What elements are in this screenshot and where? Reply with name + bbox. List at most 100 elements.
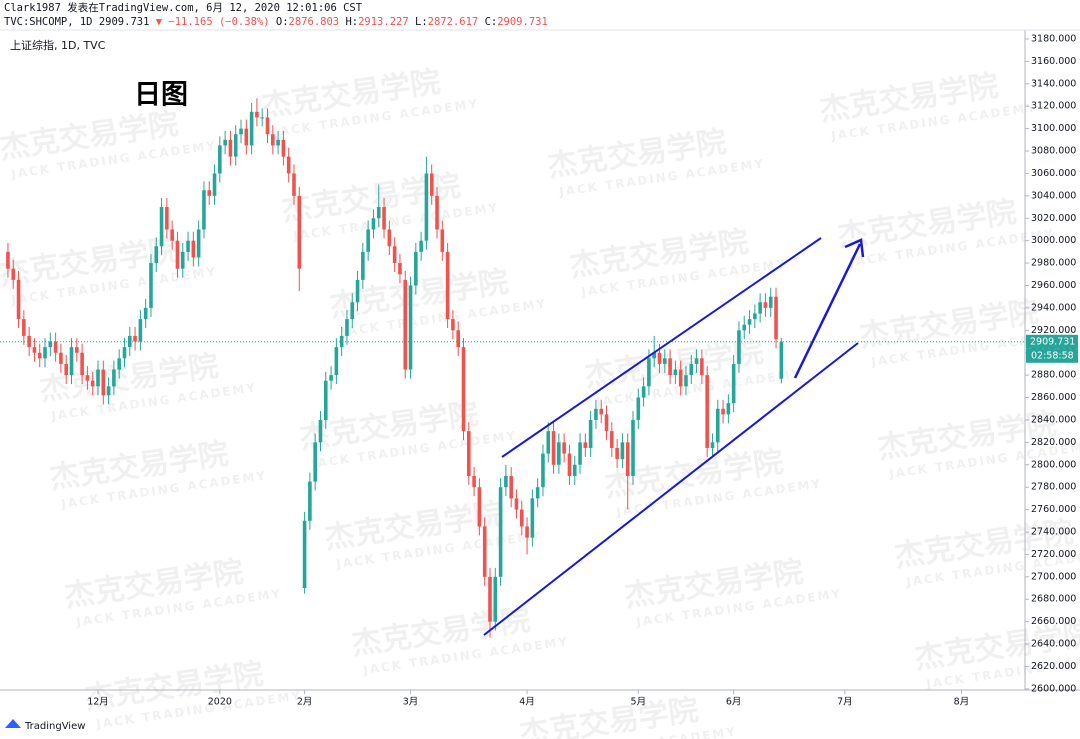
candle-body xyxy=(355,279,360,303)
x-tick-label: 2020 xyxy=(208,697,232,708)
candle-body xyxy=(710,442,715,448)
low-label: L: xyxy=(415,16,428,28)
candle-body xyxy=(509,475,513,499)
candle-body xyxy=(657,352,662,364)
candle-body xyxy=(159,207,164,247)
y-tick-label: 2880.000 xyxy=(1031,370,1076,381)
candle-body xyxy=(424,173,429,241)
candle-body xyxy=(292,173,296,196)
candle-body xyxy=(90,380,95,387)
candle-body xyxy=(429,173,434,196)
x-tick-label: 4月 xyxy=(519,697,535,708)
candle-body xyxy=(392,246,397,264)
candle-body xyxy=(239,128,243,135)
candle-body xyxy=(636,397,641,420)
y-tick-label: 2920.000 xyxy=(1031,325,1076,336)
candle-body xyxy=(101,369,106,396)
candle-body xyxy=(763,302,768,308)
candle-body xyxy=(445,251,450,320)
candle-body xyxy=(557,442,561,465)
candle-body xyxy=(313,442,317,482)
y-tick-label: 2800.000 xyxy=(1031,459,1076,470)
candle-body xyxy=(615,447,619,460)
candle-body xyxy=(451,319,455,331)
candle-body xyxy=(53,341,58,353)
y-tick-label: 2680.000 xyxy=(1031,594,1076,605)
candle-body xyxy=(302,520,307,589)
open-label: O: xyxy=(276,16,289,28)
candle-body xyxy=(774,296,778,340)
candle-body xyxy=(382,207,386,230)
candle-body xyxy=(80,352,84,376)
price-tag xyxy=(1026,334,1078,349)
candle-body xyxy=(673,369,678,376)
candle-body xyxy=(85,375,90,381)
candle-body xyxy=(22,319,26,336)
candle-body xyxy=(440,229,445,252)
candle-body xyxy=(350,302,355,320)
candle-body xyxy=(69,347,74,376)
candle-body xyxy=(323,380,328,420)
candle-body xyxy=(488,576,492,622)
candle-body xyxy=(223,139,227,146)
candle-body xyxy=(594,408,598,420)
countdown-label: 02:58:58 xyxy=(1031,350,1074,361)
candle-body xyxy=(59,352,63,364)
countdown-tag xyxy=(1026,348,1078,363)
candle-body xyxy=(154,246,159,264)
candle-body xyxy=(414,251,418,286)
y-tick-label: 3000.000 xyxy=(1031,235,1076,246)
candle-body xyxy=(705,375,709,448)
candle-body xyxy=(143,307,148,320)
candle-body xyxy=(371,218,376,230)
candle-body xyxy=(249,111,254,146)
y-tick-label: 2720.000 xyxy=(1031,549,1076,560)
x-tick-label: 7月 xyxy=(837,697,853,708)
candle-body xyxy=(461,347,466,432)
candle-body xyxy=(435,195,439,230)
candle-body xyxy=(604,414,609,432)
symbol: TVC:SHCOMP, 1D xyxy=(4,16,93,28)
candle-body xyxy=(519,509,524,527)
candle-body xyxy=(700,358,704,376)
y-tick-label: 2600.000 xyxy=(1031,683,1076,694)
candle-body xyxy=(562,442,566,454)
high-label: H: xyxy=(345,16,358,28)
y-tick-label: 2780.000 xyxy=(1031,482,1076,493)
y-tick-label: 3060.000 xyxy=(1031,168,1076,179)
close-value: 2909.731 xyxy=(497,16,548,28)
candle-body xyxy=(726,403,731,415)
timeframe-note: 日图 xyxy=(134,80,188,111)
x-tick-label: 2月 xyxy=(297,697,313,708)
open-value: 2876.803 xyxy=(289,16,340,28)
candle-body xyxy=(731,363,736,404)
candle-body xyxy=(514,498,519,510)
candle-body xyxy=(456,330,461,348)
candle-body xyxy=(228,139,233,157)
candle-body xyxy=(165,207,169,230)
candle-body xyxy=(218,145,222,174)
y-tick-label: 3080.000 xyxy=(1031,146,1076,157)
candle-body xyxy=(779,341,784,379)
candle-body xyxy=(112,369,116,387)
candle-body xyxy=(387,229,392,247)
y-tick-label: 2640.000 xyxy=(1031,639,1076,650)
series-name: 上证综指, 1D, TVC xyxy=(10,38,106,52)
candle-body xyxy=(466,431,471,476)
candle-body xyxy=(308,481,312,521)
candle-body xyxy=(546,431,551,454)
y-tick-label: 2660.000 xyxy=(1031,616,1076,627)
change: ▼ −11.165 (−0.38%) xyxy=(156,16,270,28)
arrow-shaft xyxy=(793,243,862,379)
candle-body xyxy=(27,335,31,348)
x-tick-label: 8月 xyxy=(954,697,970,708)
candle-body xyxy=(366,229,370,252)
